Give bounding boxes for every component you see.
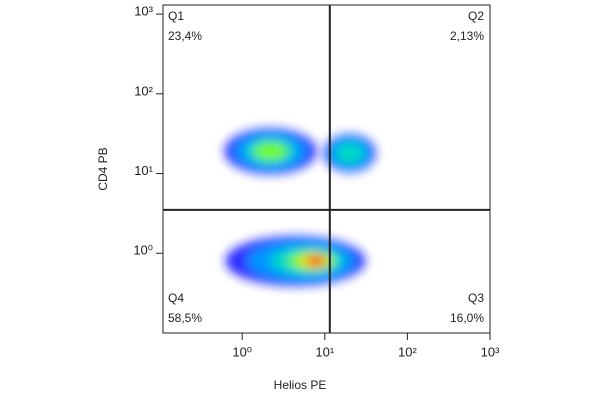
quadrant-name: Q3 <box>468 291 484 305</box>
quadrant-percent: 58,5% <box>168 311 202 325</box>
y-tick-label: 10³ <box>134 4 153 19</box>
y-tick-label: 10¹ <box>134 163 153 178</box>
cell-population <box>224 128 317 175</box>
density-level <box>305 255 327 267</box>
cell-population <box>225 235 366 286</box>
y-tick-label: 10² <box>134 83 153 98</box>
y-axis-label: CD4 PB <box>96 147 110 190</box>
quadrant-name: Q2 <box>468 9 484 23</box>
quadrant-name: Q4 <box>168 291 184 305</box>
cell-population <box>323 134 376 173</box>
x-tick-label: 10⁰ <box>232 344 252 359</box>
density-level <box>253 142 288 161</box>
x-tick-label: 10² <box>398 344 417 359</box>
x-axis-label: Helios PE <box>274 378 327 392</box>
quadrant-percent: 23,4% <box>168 29 202 43</box>
y-tick-label: 10⁰ <box>133 243 153 258</box>
quadrant-percent: 16,0% <box>450 311 484 325</box>
x-tick-label: 10¹ <box>315 344 334 359</box>
plot-frame <box>162 4 491 334</box>
quadrant-percent: 2,13% <box>450 29 484 43</box>
quadrant-name: Q1 <box>168 9 184 23</box>
density-level <box>334 142 365 165</box>
x-tick-label: 10³ <box>481 344 500 359</box>
